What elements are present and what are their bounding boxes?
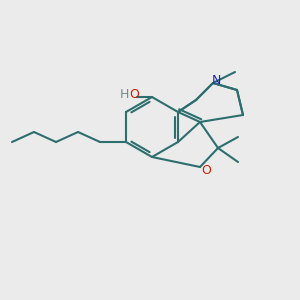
Text: H: H <box>119 88 129 101</box>
Text: N: N <box>211 74 221 86</box>
Text: O: O <box>129 88 139 101</box>
Text: O: O <box>201 164 211 178</box>
